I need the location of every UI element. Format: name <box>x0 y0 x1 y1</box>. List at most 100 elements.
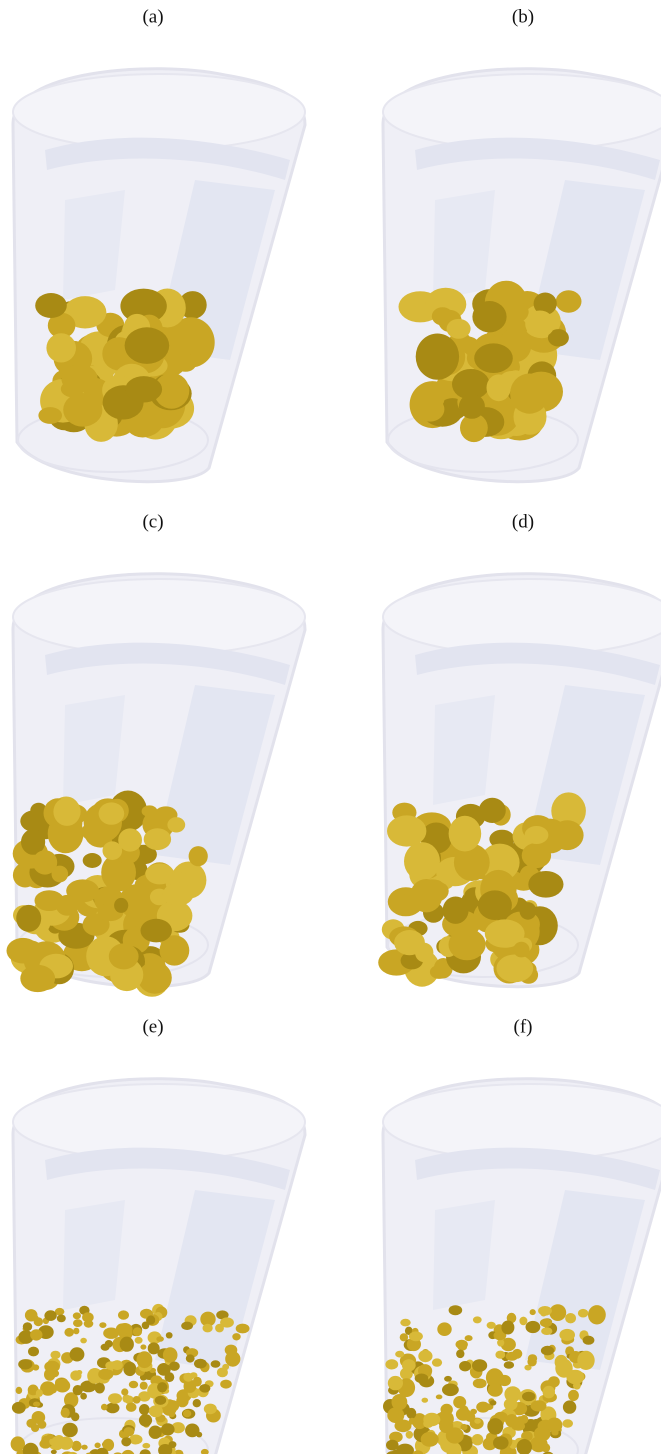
particle <box>186 1354 195 1362</box>
particle <box>157 1382 167 1392</box>
particle <box>525 311 554 338</box>
particle <box>101 1344 110 1351</box>
particle <box>458 1343 468 1351</box>
particle <box>63 393 102 427</box>
panel-render <box>378 574 661 987</box>
particle <box>510 374 549 414</box>
particle <box>409 1331 423 1341</box>
particle <box>465 1412 476 1422</box>
particle <box>406 1431 413 1439</box>
particle <box>556 290 582 312</box>
particle <box>568 1390 579 1401</box>
particle <box>135 1337 143 1344</box>
particle <box>168 1410 175 1418</box>
particle <box>473 1379 487 1389</box>
particle <box>101 1404 108 1411</box>
particle <box>44 1310 56 1321</box>
particle <box>133 1396 141 1404</box>
particle <box>211 1360 221 1368</box>
particle <box>528 1354 537 1362</box>
particle <box>176 1395 188 1407</box>
particle <box>142 805 158 817</box>
particle <box>459 394 485 419</box>
particle <box>80 1393 87 1400</box>
particle <box>474 343 513 373</box>
particle <box>126 1403 137 1412</box>
particle <box>442 1384 459 1397</box>
particle <box>512 1349 522 1359</box>
particle <box>547 1418 563 1433</box>
particle <box>116 1323 129 1334</box>
particle <box>35 293 67 318</box>
particle <box>453 1396 466 1408</box>
particle <box>47 1434 54 1439</box>
particle <box>57 1315 66 1323</box>
particle <box>493 1436 509 1449</box>
particle <box>98 1369 113 1380</box>
particle <box>140 1344 146 1349</box>
particle <box>573 1382 581 1390</box>
particle <box>163 1347 178 1363</box>
particle <box>385 1359 398 1369</box>
particle <box>388 1376 403 1390</box>
particle <box>217 1368 228 1378</box>
particle <box>588 1305 606 1324</box>
particle <box>404 842 440 880</box>
particle <box>109 943 139 969</box>
particle <box>392 1394 408 1410</box>
particle <box>496 955 533 983</box>
particle <box>142 1443 150 1449</box>
particle <box>530 1309 536 1315</box>
particle <box>437 1322 451 1336</box>
particle <box>418 1350 432 1362</box>
particle <box>474 1419 481 1424</box>
particle <box>181 1322 193 1330</box>
particle <box>540 1318 552 1327</box>
particle <box>225 1345 238 1356</box>
particle <box>129 1381 138 1389</box>
particle <box>478 890 512 920</box>
particle <box>459 1361 471 1371</box>
particle <box>501 1321 514 1335</box>
particle <box>417 383 445 411</box>
particle <box>490 1400 497 1405</box>
particle <box>95 1443 101 1449</box>
particle <box>163 883 194 906</box>
particle <box>526 1321 541 1333</box>
particle <box>50 1351 60 1359</box>
particle <box>402 1359 416 1371</box>
particle <box>422 1398 429 1403</box>
particle <box>541 1327 552 1335</box>
particle <box>563 1400 576 1413</box>
particle <box>59 1437 73 1450</box>
particle <box>18 1359 32 1369</box>
panel-render <box>10 1079 305 1454</box>
particle <box>51 1450 57 1454</box>
particle <box>73 1319 83 1327</box>
particle <box>553 1312 565 1320</box>
particle <box>46 333 76 362</box>
particle <box>156 1336 164 1342</box>
particle <box>436 1395 443 1400</box>
particle <box>36 1389 43 1397</box>
particle <box>167 817 185 832</box>
particle <box>105 1361 116 1370</box>
panel-render <box>13 69 305 482</box>
particle <box>55 1379 71 1393</box>
particle <box>449 816 482 852</box>
particle <box>16 905 41 932</box>
particle <box>82 1312 94 1322</box>
particle <box>395 1351 404 1358</box>
panel-render <box>383 69 661 482</box>
particle <box>33 1402 40 1407</box>
particle <box>125 376 162 402</box>
particle <box>400 1319 410 1327</box>
particle <box>551 820 584 850</box>
particle <box>114 898 128 913</box>
particle <box>555 1359 572 1378</box>
particle <box>232 1333 240 1340</box>
particle <box>189 846 208 866</box>
particle <box>123 1362 136 1376</box>
particle <box>185 1424 199 1438</box>
particle <box>166 1332 173 1338</box>
